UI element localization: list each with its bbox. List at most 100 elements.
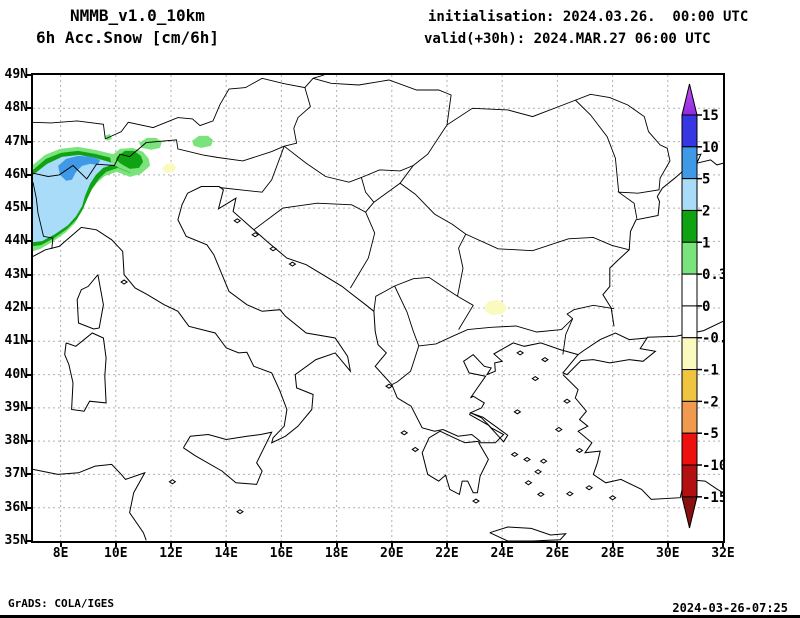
island [516, 350, 525, 356]
country-border [418, 304, 615, 347]
initialisation-label: initialisation: 2024.03.26. 00:00 UTC [428, 9, 749, 25]
lat-tick-label: 48N [4, 100, 28, 116]
colorbar-label: -0.3 [702, 331, 723, 347]
lon-tick-label: 16E [269, 546, 294, 561]
colorbar-segment [681, 400, 698, 434]
island [565, 491, 574, 497]
map-frame: 15 10 5 2 1 0.3 0 -0.3 -1 -2 -5 -10 -15 [31, 73, 725, 543]
snow-region-tyrol-spot [139, 137, 162, 150]
colorbar-label: 0 [702, 299, 710, 315]
lon-tick-mark [666, 541, 669, 547]
colorbar-bottom-triangle [681, 496, 698, 529]
country-border [373, 182, 630, 252]
country-border [33, 182, 54, 249]
colorbar-label: -2 [702, 394, 719, 410]
lon-tick-label: 14E [214, 546, 238, 561]
country-border [253, 202, 366, 231]
coastline [489, 526, 567, 541]
coastline [562, 332, 657, 376]
lat-tick-label: 49N [4, 67, 28, 82]
grads-credit: GrADS: COLA/IGES [8, 597, 114, 610]
country-border [312, 77, 452, 125]
colorbar-segment [681, 273, 698, 307]
island [269, 246, 278, 252]
island [510, 451, 519, 458]
country-border [284, 87, 311, 147]
island [541, 356, 549, 363]
product-title: 6h Acc.Snow [cm/6h] [36, 28, 220, 47]
lat-tick-label: 41N [4, 333, 28, 349]
country-border [33, 75, 325, 140]
island [575, 447, 584, 454]
colorbar-label: -15 [702, 490, 723, 506]
render-timestamp: 2024-03-26-07:25 [672, 601, 788, 615]
island [236, 509, 244, 515]
coastline [468, 412, 509, 443]
lat-tick-label: 42N [4, 300, 28, 315]
lat-tick-mark [26, 140, 32, 143]
coastline [602, 153, 723, 327]
colorbar-segment [681, 114, 698, 148]
island [585, 485, 594, 491]
lat-tick-mark [26, 307, 32, 309]
lat-tick-label: 37N [4, 466, 28, 482]
island [288, 261, 297, 267]
coastline [182, 431, 273, 485]
lon-tick-label: 24E [490, 546, 514, 561]
colorbar-label: -5 [702, 426, 719, 442]
island [563, 398, 571, 404]
lon-tick-label: 26E [545, 546, 570, 561]
island [554, 426, 563, 433]
lat-tick-mark [26, 240, 32, 243]
colorbar-label: 1 [702, 235, 710, 251]
colorbar-label: 5 [702, 172, 710, 188]
colorbar-label: 15 [702, 108, 719, 124]
island [120, 279, 128, 285]
island [523, 456, 531, 463]
lon-tick-mark [59, 541, 62, 547]
lat-tick-label: 35N [4, 533, 28, 548]
lon-tick-label: 32E [711, 546, 735, 561]
lon-tick-mark [114, 541, 117, 547]
lat-tick-mark [26, 173, 32, 176]
country-border [283, 145, 375, 213]
lat-tick-mark [26, 207, 32, 210]
lat-tick-label: 36N [4, 499, 28, 515]
colorbar-segment [681, 432, 698, 466]
colorbar-segment [681, 146, 698, 180]
lat-tick-mark [26, 440, 32, 443]
lat-tick-mark [26, 273, 32, 276]
country-border [394, 276, 474, 330]
lon-tick-label: 30E [656, 546, 680, 561]
colorbar-segment [681, 337, 698, 371]
colorbar-label: 2 [702, 203, 710, 219]
bottom-border-bar [0, 615, 800, 618]
lon-tick-label: 12E [159, 546, 183, 561]
lat-tick-label: 44N [4, 233, 28, 249]
colorbar-segment [681, 178, 698, 211]
lon-tick-label: 8E [52, 546, 69, 561]
lat-tick-mark [26, 540, 32, 542]
lon-tick-mark [170, 541, 172, 547]
island [531, 375, 540, 382]
lon-tick-label: 18E [324, 546, 349, 561]
country-border [373, 285, 395, 312]
lon-tick-mark [501, 541, 504, 547]
island [400, 430, 409, 436]
island [536, 491, 545, 498]
coastline [217, 186, 398, 399]
island [534, 469, 542, 475]
country-border [33, 139, 285, 180]
country-border [394, 285, 420, 347]
lon-tick-mark [280, 541, 283, 547]
lon-tick-mark [556, 541, 559, 547]
valid-time-label: valid(+30h): 2024.MAR.27 06:00 UTC [424, 31, 711, 47]
lat-tick-label: 47N [4, 133, 28, 149]
lon-tick-mark [390, 541, 393, 547]
snow-region-bulgaria-neg [484, 300, 507, 315]
lon-tick-mark [446, 541, 448, 547]
coastline [397, 342, 579, 496]
coastline [33, 463, 147, 541]
lat-tick-label: 40N [4, 366, 28, 382]
